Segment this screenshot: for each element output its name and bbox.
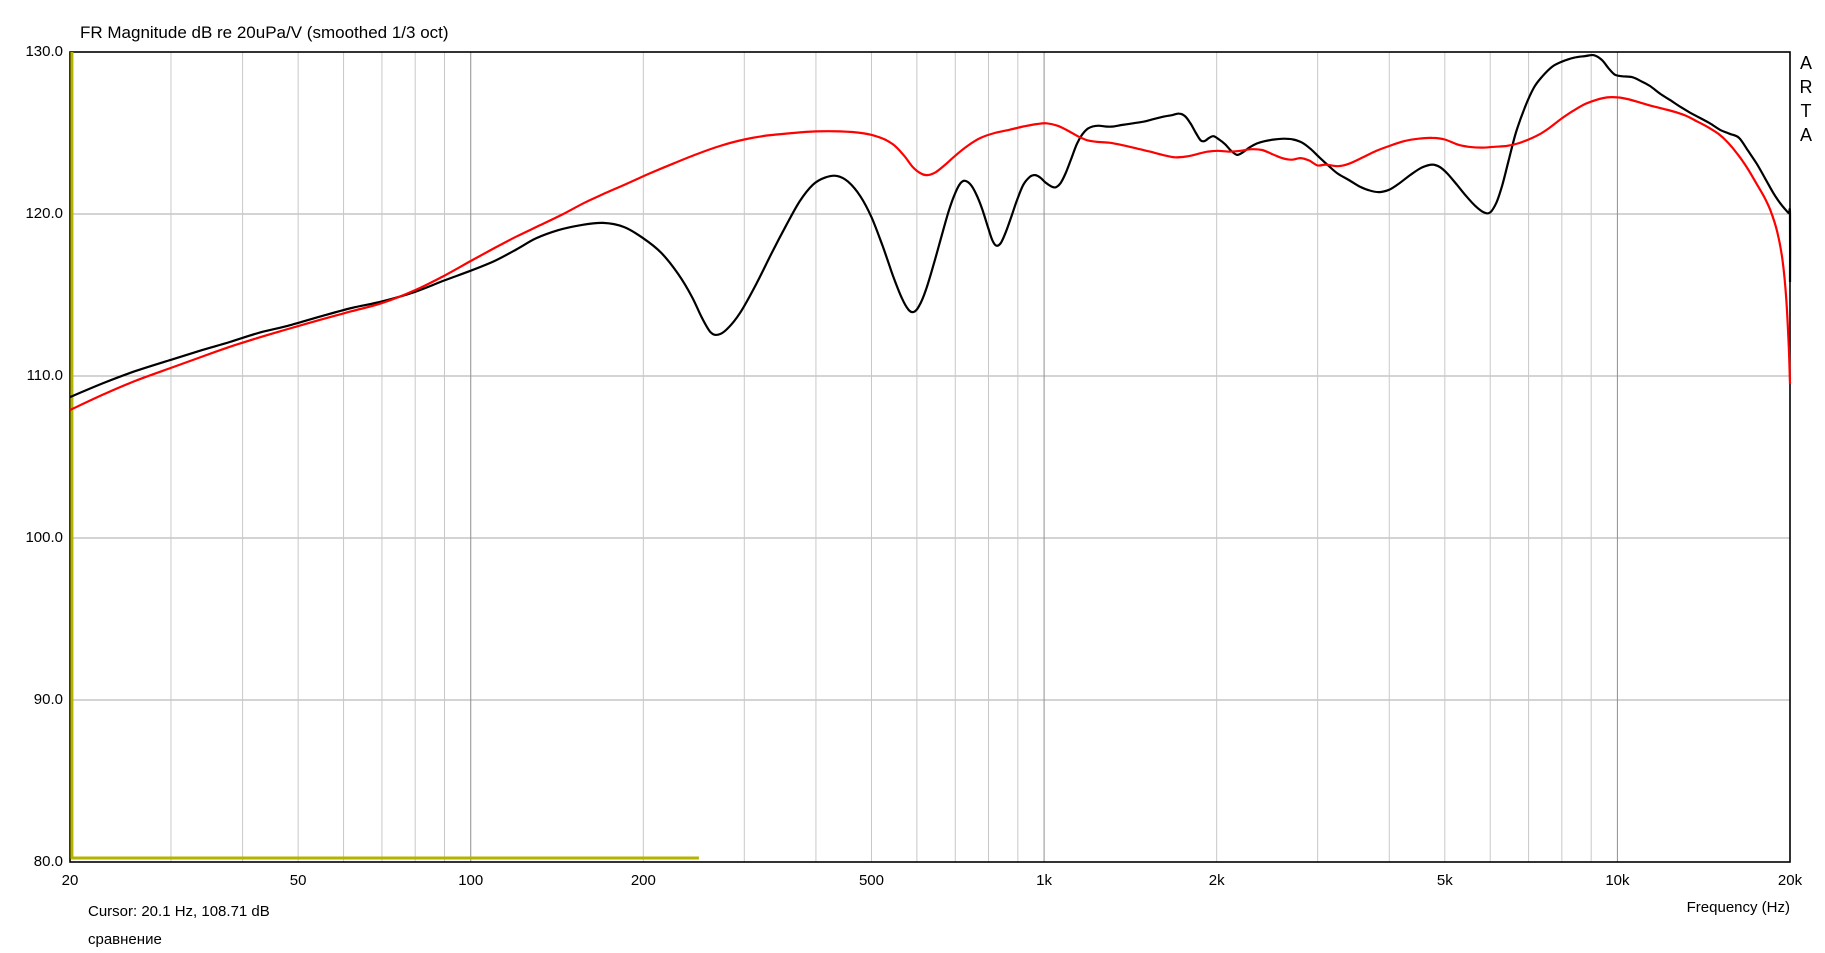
x-axis-title: Frequency (Hz) — [1686, 899, 1790, 916]
curve-floor-marker-olive — [70, 52, 699, 860]
chart-title: FR Magnitude dB re 20uPa/V (smoothed 1/3… — [80, 23, 449, 42]
x-tick-label: 100 — [458, 872, 484, 889]
arta-watermark: ARTA — [1796, 53, 1816, 149]
x-tick-label: 500 — [858, 872, 884, 889]
overlay-curve-name: сравнение — [88, 931, 162, 948]
x-tick-label: 2k — [1208, 872, 1225, 889]
curve-measurement-black — [69, 53, 1792, 399]
x-tick-label: 20k — [1777, 872, 1803, 889]
plot-border — [69, 51, 1791, 863]
y-tick-label: 120.0 — [25, 205, 63, 222]
x-tick-label: 10k — [1605, 872, 1630, 889]
x-tick-label: 20 — [61, 872, 79, 889]
x-tick-label: 1k — [1036, 872, 1052, 889]
x-tick-label: 5k — [1436, 872, 1453, 889]
cursor-readout: Cursor: 20.1 Hz, 108.71 dB — [88, 903, 270, 920]
x-tick-label: 200 — [630, 872, 656, 889]
y-tick-label: 130.0 — [25, 43, 63, 60]
y-tick-label: 110.0 — [26, 367, 63, 384]
y-tick-label: 90.0 — [33, 691, 63, 708]
curve-overlay-red — [69, 96, 1792, 411]
x-tick-label: 50 — [289, 872, 307, 889]
y-tick-label: 100.0 — [25, 529, 63, 546]
y-tick-label: 80.0 — [33, 853, 63, 870]
